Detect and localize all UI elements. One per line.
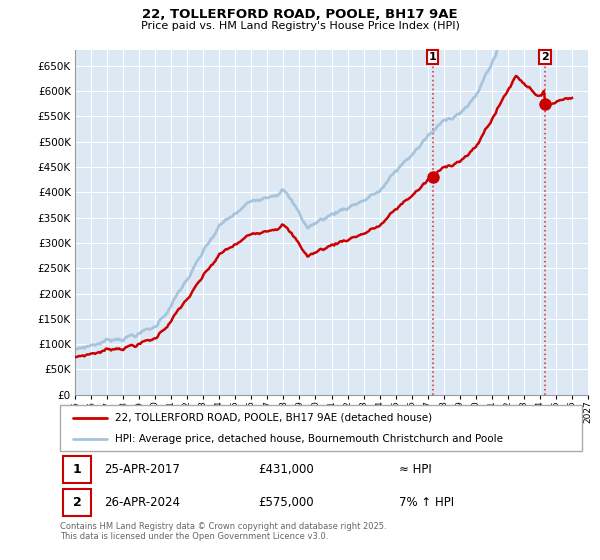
Text: HPI: Average price, detached house, Bournemouth Christchurch and Poole: HPI: Average price, detached house, Bour… [115,435,503,444]
Text: 25-APR-2017: 25-APR-2017 [104,463,180,475]
Text: Contains HM Land Registry data © Crown copyright and database right 2025.
This d: Contains HM Land Registry data © Crown c… [60,522,386,542]
Text: 1: 1 [73,463,82,475]
Text: Price paid vs. HM Land Registry's House Price Index (HPI): Price paid vs. HM Land Registry's House … [140,21,460,31]
Text: 2: 2 [541,52,549,62]
Text: £431,000: £431,000 [259,463,314,475]
Text: 2: 2 [73,496,82,509]
Text: 22, TOLLERFORD ROAD, POOLE, BH17 9AE: 22, TOLLERFORD ROAD, POOLE, BH17 9AE [142,8,458,21]
FancyBboxPatch shape [62,489,91,516]
Text: 26-APR-2024: 26-APR-2024 [104,496,181,509]
Text: 7% ↑ HPI: 7% ↑ HPI [400,496,454,509]
Text: £575,000: £575,000 [259,496,314,509]
FancyBboxPatch shape [62,455,91,483]
Text: 22, TOLLERFORD ROAD, POOLE, BH17 9AE (detached house): 22, TOLLERFORD ROAD, POOLE, BH17 9AE (de… [115,413,432,423]
Text: 1: 1 [429,52,437,62]
Text: ≈ HPI: ≈ HPI [400,463,432,475]
